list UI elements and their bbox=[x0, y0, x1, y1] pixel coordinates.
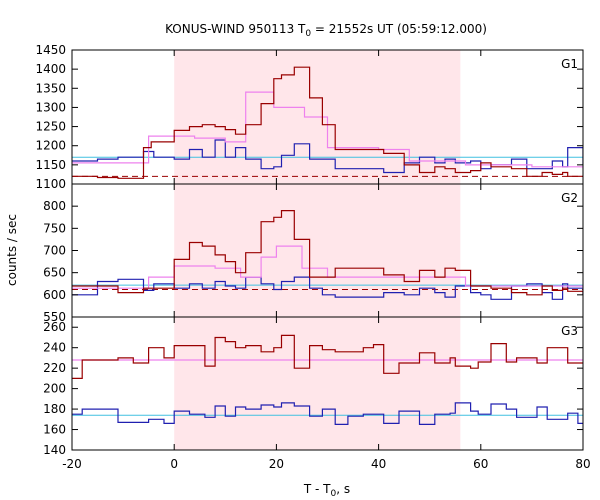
blue-series-line bbox=[72, 139, 583, 174]
x-tick-label: 20 bbox=[269, 457, 284, 471]
y-tick-label: 1300 bbox=[35, 100, 66, 114]
y-tick-label: 600 bbox=[43, 288, 66, 302]
y-tick-label: 140 bbox=[43, 443, 66, 457]
plot-area bbox=[72, 334, 583, 425]
plot-area bbox=[72, 66, 583, 179]
panel-g1: 1100 1150 1200 1250 1300 1350 1400 1450 G1 bbox=[35, 43, 584, 191]
y-tick-label: 750 bbox=[43, 221, 66, 235]
panel-frame bbox=[71, 316, 584, 451]
y-tick-label: 1250 bbox=[35, 120, 66, 134]
x-tick-label: 0 bbox=[170, 457, 178, 471]
y-tick-label: 160 bbox=[43, 423, 66, 437]
panel-label: G1 bbox=[561, 57, 578, 71]
y-tick-label: 1400 bbox=[35, 62, 66, 76]
y-tick-label: 260 bbox=[43, 320, 66, 334]
x-axis-label: T - T0, s bbox=[303, 482, 350, 499]
y-tick-label: 550 bbox=[43, 310, 66, 324]
y-tick-label: 240 bbox=[43, 341, 66, 355]
panel-label: G2 bbox=[561, 191, 578, 205]
y-tick-label: 800 bbox=[43, 199, 66, 213]
highlight-band bbox=[174, 317, 461, 450]
y-tick-label: 1150 bbox=[35, 158, 66, 172]
y-tick-label: 220 bbox=[43, 361, 66, 375]
x-tick-label: -20 bbox=[62, 457, 82, 471]
panels-group: 11001150120012501300135014001450G1550600… bbox=[35, 43, 590, 471]
x-tick-label: 40 bbox=[371, 457, 386, 471]
pink-series-line bbox=[72, 91, 583, 169]
panel-g3: 140 160 180 200 220 240 260 G3 bbox=[43, 316, 584, 457]
y-axis-label: counts / sec bbox=[5, 214, 19, 286]
panel-label: G3 bbox=[561, 324, 578, 338]
blue-series-line bbox=[72, 402, 583, 425]
red-series-line bbox=[72, 66, 583, 179]
red-series-line bbox=[72, 334, 583, 379]
y-tick-label: 1450 bbox=[35, 43, 66, 57]
y-tick-label: 700 bbox=[43, 244, 66, 258]
plot-area bbox=[72, 210, 583, 300]
y-tick-label: 1200 bbox=[35, 139, 66, 153]
y-tick-label: 200 bbox=[43, 382, 66, 396]
x-tick-label: 80 bbox=[575, 457, 590, 471]
red-series-line bbox=[72, 210, 583, 296]
y-tick-label: 1100 bbox=[35, 177, 66, 191]
x-tick-label: 60 bbox=[473, 457, 488, 471]
y-tick-label: 180 bbox=[43, 402, 66, 416]
chart-title: KONUS-WIND 950113 T0 = 21552s UT (05:59:… bbox=[165, 22, 487, 39]
panel-g2: 550 600 650 700 750 800 G2 bbox=[43, 183, 584, 324]
y-tick-label: 650 bbox=[43, 266, 66, 280]
highlight-band bbox=[174, 184, 461, 317]
y-tick-label: 1350 bbox=[35, 81, 66, 95]
